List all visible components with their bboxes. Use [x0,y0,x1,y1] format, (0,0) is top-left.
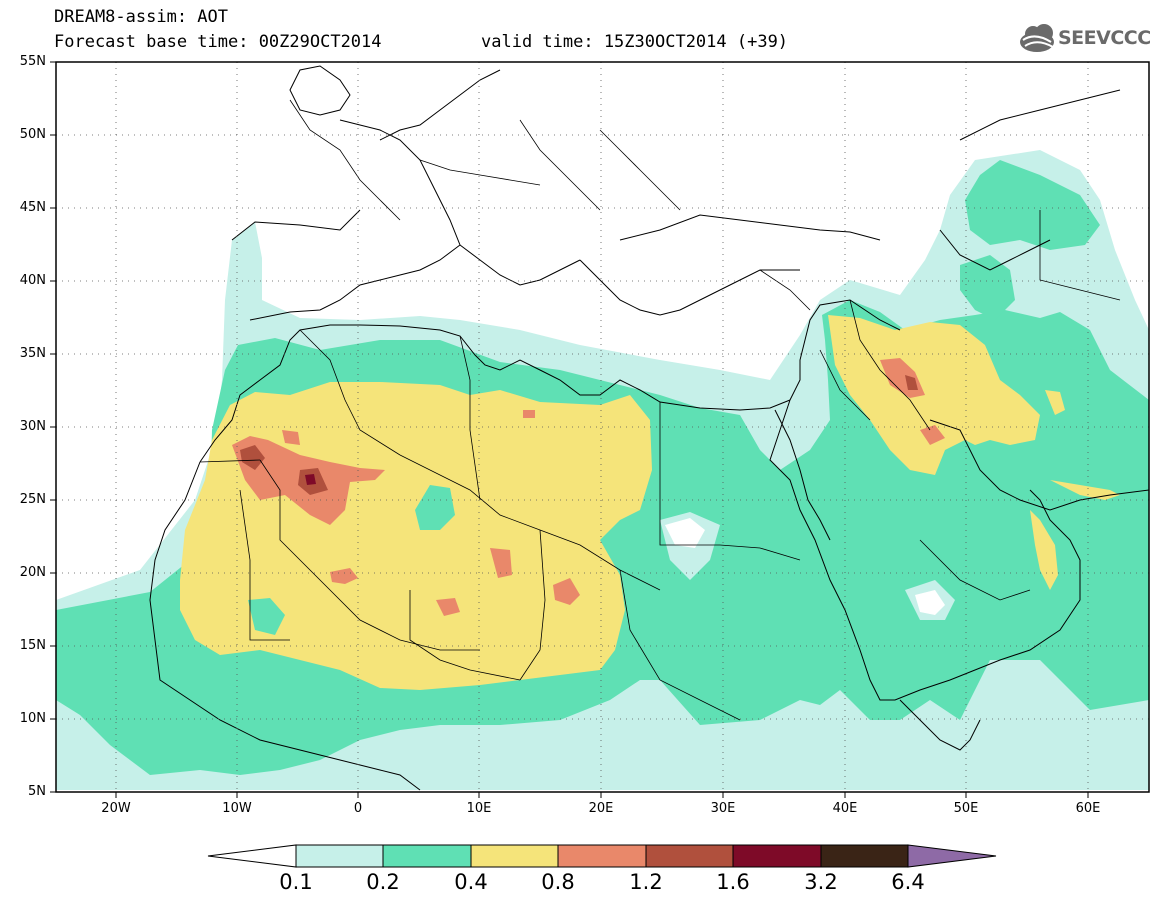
colorbar-label-6.4: 6.4 [891,870,925,894]
colorbar-over-triangle [907,844,997,868]
colorbar-bin-3.2 [820,844,909,868]
colorbar-bin-0.4 [470,844,559,868]
valid-time: valid time: 15Z30OCT2014 (+39) [481,32,789,52]
lon-label-30e: 30E [710,801,736,816]
colorbar-under-triangle [207,844,297,868]
lon-label-10e: 10E [466,801,492,816]
country-borders [199,99,1121,721]
lat-label-30n: 30N [19,419,46,434]
colorbar-label-0.4: 0.4 [454,870,488,894]
colorbar-bin-0.8 [557,844,647,868]
colorbar-label-1.2: 1.2 [629,870,663,894]
logo-text: SEEVCCC [1058,27,1151,49]
lat-label-35n: 35N [19,346,46,361]
lat-label-40n: 40N [19,273,46,288]
colorbar-bin-0.1 [295,844,384,868]
colorbar-bin-1.6 [732,844,822,868]
lat-label-45n: 45N [19,200,46,215]
axis-ticks [50,61,1089,798]
lat-label-20n: 20N [19,565,46,580]
colorbar-bin-0.2 [382,844,472,868]
colorbar-label-1.6: 1.6 [716,870,750,894]
lon-label-60e: 60E [1075,801,1101,816]
lat-label-55n: 55N [19,54,46,69]
colorbar-label-0.8: 0.8 [541,870,575,894]
lat-label-10n: 10N [19,711,46,726]
colorbar-label-0.1: 0.1 [279,870,313,894]
coastlines [149,65,1149,791]
seevccc-logo [1020,24,1054,52]
lon-label-0: 0 [353,801,363,816]
colorbar [207,844,997,868]
lon-label-50e: 50E [953,801,979,816]
aot-contours [56,150,1149,790]
colorbar-bin-1.2 [645,844,734,868]
lat-label-15n: 15N [19,638,46,653]
lon-label-10w: 10W [222,801,252,816]
colorbar-label-0.2: 0.2 [366,870,400,894]
lon-label-40e: 40E [832,801,858,816]
lat-label-5n: 5N [28,784,46,799]
lon-label-20w: 20W [101,801,131,816]
colorbar-label-3.2: 3.2 [804,870,838,894]
lat-label-50n: 50N [19,127,46,142]
cloud-icon [1020,24,1054,52]
lat-label-25n: 25N [19,492,46,507]
lon-label-20e: 20E [588,801,614,816]
forecast-base-time: Forecast base time: 00Z29OCT2014 [54,32,382,52]
map-title: DREAM8-assim: AOT [54,7,228,27]
aot-band-1.6 [305,474,316,485]
grid [56,62,1149,792]
